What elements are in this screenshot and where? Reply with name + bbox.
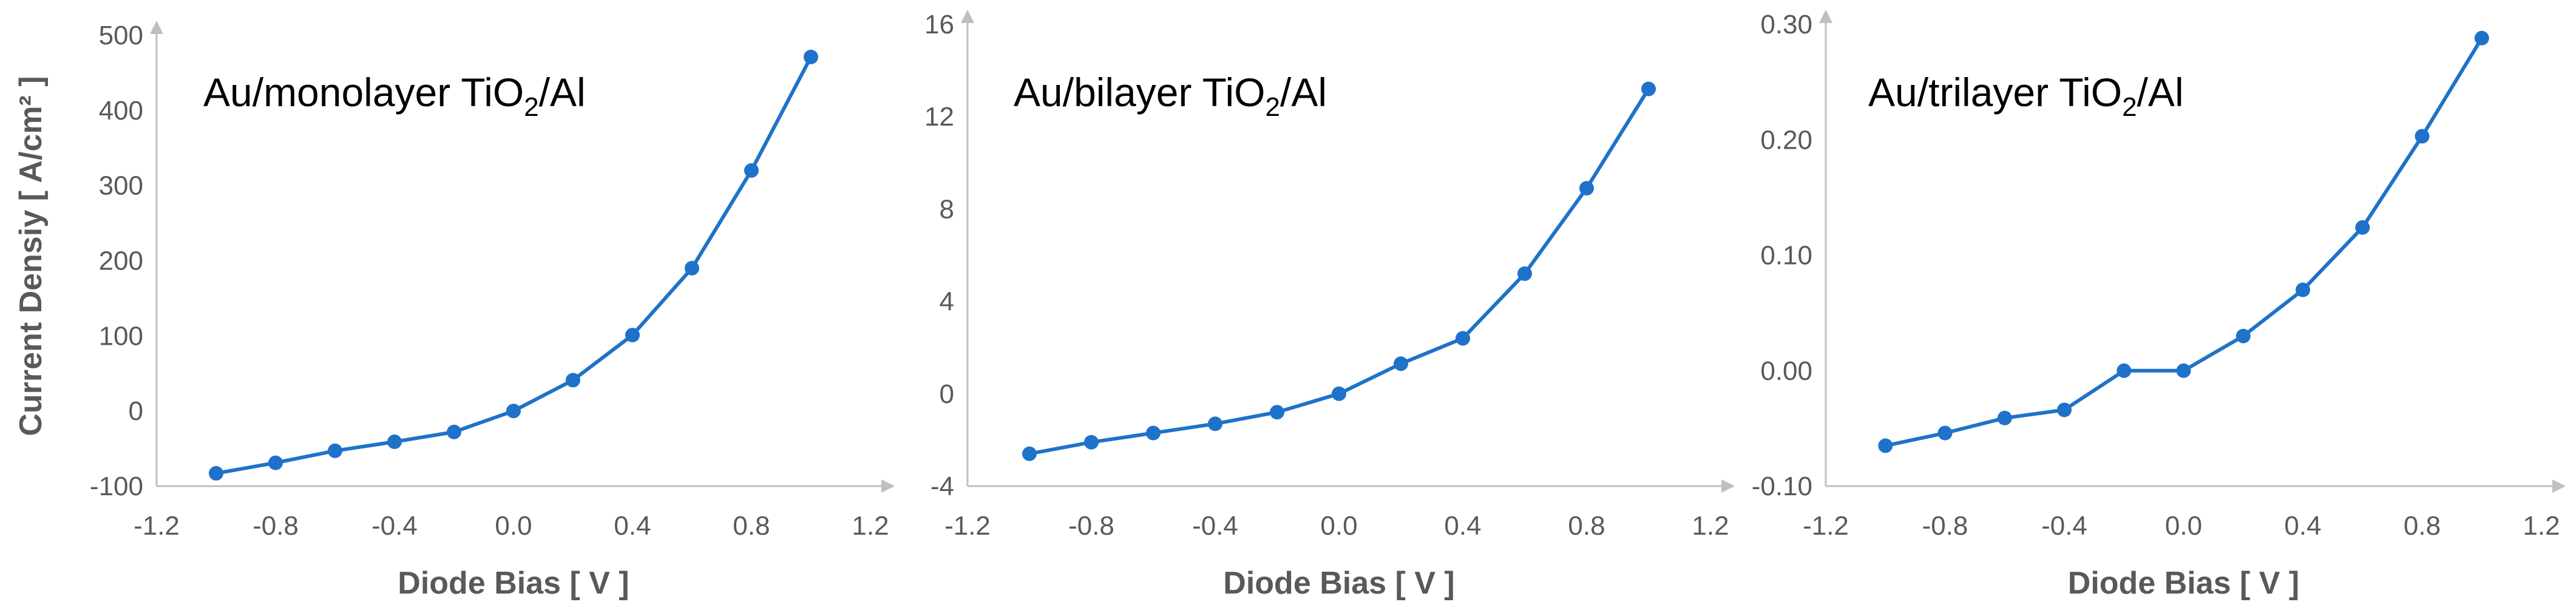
y-tick-label: 500 (99, 21, 143, 50)
data-point (1146, 425, 1161, 441)
data-point (566, 373, 580, 388)
x-axis-title: Diode Bias [ V ] (1223, 566, 1454, 601)
x-tick-label: 0.0 (1320, 511, 1357, 541)
x-tick-label: 0.0 (495, 511, 532, 541)
data-point (804, 49, 818, 64)
y-tick-label: 16 (924, 10, 954, 39)
y-tick-label: -100 (90, 472, 143, 501)
data-point (1084, 435, 1099, 450)
data-point (2415, 129, 2430, 144)
x-tick-label: -0.8 (253, 511, 299, 541)
data-point (1579, 181, 1594, 196)
y-tick-label: 4 (940, 287, 954, 317)
x-axis-arrow (2552, 479, 2566, 493)
chart-title-suffix: /Al (1280, 70, 1327, 115)
data-point (387, 434, 402, 449)
chart-panel-3: -1.2 -0.8 -0.4 0.0 0.4 0.8 1.2 -0.10 0.00 0.10 0.2… (1752, 10, 2566, 601)
x-tick-label: -1.2 (944, 511, 991, 541)
data-point (685, 260, 699, 276)
data-point (2355, 220, 2370, 235)
data-point (209, 465, 223, 481)
data-point (268, 455, 283, 470)
y-tick-label: 8 (940, 194, 954, 224)
data-point (2474, 30, 2489, 46)
data-point (1394, 356, 1408, 371)
y-tick-label: 100 (99, 321, 143, 351)
x-axis-title: Diode Bias [ V ] (398, 566, 629, 601)
data-point (1208, 416, 1222, 432)
data-point (2235, 328, 2251, 344)
chart-panel-1: -1.2 -0.8 -0.4 0.0 0.4 0.8 1.2 -100 0 100 200 300 40… (90, 21, 895, 601)
x-tick-label: -0.4 (371, 511, 418, 541)
x-tick-label: -0.8 (1068, 511, 1114, 541)
y-tick-label: -0.10 (1752, 472, 1812, 501)
chart-title-prefix: Au/bilayer TiO (1014, 70, 1266, 115)
y-tick-label: 0.20 (1760, 125, 1812, 155)
y-tick-label: 0.30 (1760, 10, 1812, 39)
data-point (1332, 386, 1346, 401)
x-tick-label: 0.8 (2404, 511, 2441, 541)
chart-title: Au/bilayer TiO2/Al (1014, 70, 1327, 122)
data-point (1456, 331, 1470, 346)
data-point (1997, 410, 2012, 425)
chart-title-prefix: Au/monolayer TiO (203, 70, 524, 115)
x-tick-label: 0.8 (733, 511, 770, 541)
chart-title-suffix: /Al (2137, 70, 2184, 115)
x-tick-label: 1.2 (852, 511, 889, 541)
x-tick-label: 0.8 (1568, 511, 1605, 541)
chart-title-subscript: 2 (2122, 92, 2137, 122)
data-point (2296, 282, 2310, 297)
data-point (1270, 405, 1284, 420)
chart-panel-2: -1.2 -0.8 -0.4 0.0 0.4 0.8 1.2 -4 0 4 8 12 16 Diode B… (924, 10, 1735, 601)
data-point (2057, 402, 2072, 418)
y-tick-label: -4 (930, 472, 954, 501)
x-axis-title: Diode Bias [ V ] (2068, 566, 2299, 601)
x-tick-label: 0.4 (614, 511, 651, 541)
y-tick-label: 0 (129, 396, 143, 426)
y-tick-label: 300 (99, 171, 143, 201)
data-point (2117, 363, 2132, 378)
x-tick-label: 0.4 (1444, 511, 1481, 541)
y-tick-label: 400 (99, 96, 143, 126)
x-tick-label: -0.4 (1192, 511, 1238, 541)
x-tick-label: -1.2 (1803, 511, 1849, 541)
data-point (625, 328, 640, 343)
x-tick-label: -0.8 (1922, 511, 1968, 541)
data-point (1517, 266, 1532, 281)
y-tick-label: 0 (940, 379, 954, 409)
y-tick-label: 0.00 (1760, 356, 1812, 386)
x-tick-label: -0.4 (2041, 511, 2087, 541)
x-axis-arrow (1721, 479, 1735, 493)
data-point (1937, 425, 1953, 441)
data-point (1641, 81, 1656, 96)
chart-title: Au/trilayer TiO2/Al (1868, 70, 2184, 122)
x-tick-label: 1.2 (2523, 511, 2560, 541)
data-point (1022, 446, 1037, 461)
data-point (506, 404, 521, 419)
chart-panels: -1.2 -0.8 -0.4 0.0 0.4 0.8 1.2-100010020030040… (90, 10, 2566, 601)
x-tick-label: 1.2 (1692, 511, 1729, 541)
y-axis-arrow (961, 10, 974, 23)
chart-title-suffix: /Al (539, 70, 586, 115)
chart-title: Au/monolayer TiO2/Al (203, 70, 586, 122)
chart-title-prefix: Au/trilayer TiO (1868, 70, 2122, 115)
y-axis-arrow (150, 21, 163, 34)
x-axis-arrow (881, 479, 895, 493)
y-axis-arrow (1819, 10, 1832, 23)
data-point (744, 163, 759, 178)
y-tick-label: 200 (99, 246, 143, 276)
y-axis-title: Current Densiy [ A/cm² ] (13, 76, 49, 436)
data-point (2176, 363, 2191, 378)
x-tick-label: 0.0 (2165, 511, 2202, 541)
data-point (1878, 438, 1893, 453)
x-tick-label: -1.2 (134, 511, 180, 541)
y-tick-label: 12 (924, 102, 954, 132)
y-tick-label: 0.10 (1760, 241, 1812, 271)
chart-title-subscript: 2 (524, 92, 538, 122)
data-point (447, 424, 461, 439)
x-tick-label: 0.4 (2284, 511, 2321, 541)
chart-title-subscript: 2 (1266, 92, 1280, 122)
data-point (328, 443, 342, 458)
